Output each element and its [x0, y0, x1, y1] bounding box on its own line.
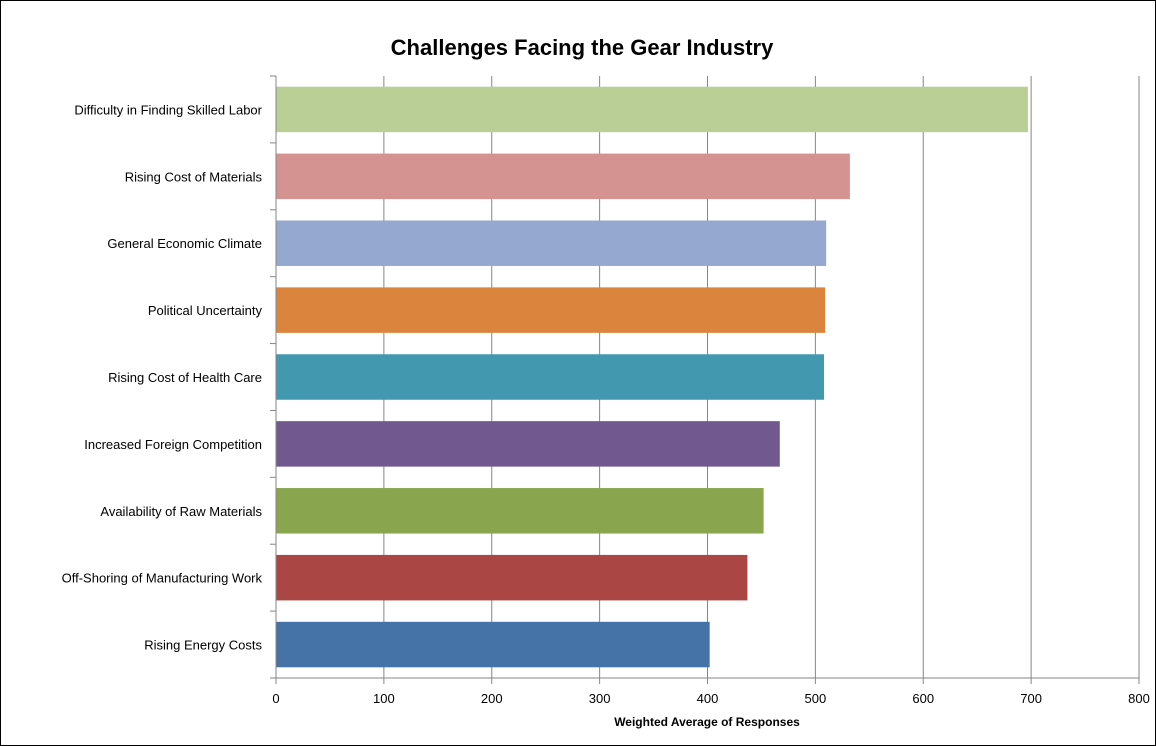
- x-tick-label: 100: [373, 691, 395, 706]
- x-tick-label: 0: [272, 691, 279, 706]
- bars: [276, 86, 1028, 668]
- x-axis: 0 100 200 300 400 500 600 700 800: [270, 75, 1150, 706]
- bar: [276, 86, 1028, 133]
- category-label: Rising Cost of Materials: [125, 169, 263, 184]
- bar: [276, 621, 710, 668]
- x-tick-label: 600: [912, 691, 934, 706]
- chart-title: Challenges Facing the Gear Industry: [391, 35, 774, 60]
- bar: [276, 287, 826, 333]
- category-label: Availability of Raw Materials: [100, 504, 262, 519]
- bar: [276, 421, 780, 467]
- bar: [276, 554, 748, 601]
- category-label: General Economic Climate: [107, 236, 262, 251]
- x-tick-label: 300: [589, 691, 611, 706]
- bar: [276, 220, 827, 266]
- x-tick-label: 200: [481, 691, 503, 706]
- x-axis-title: Weighted Average of Responses: [614, 715, 800, 729]
- category-label: Rising Energy Costs: [144, 638, 262, 653]
- category-labels: Difficulty in Finding Skilled Labor Risin…: [62, 102, 263, 652]
- x-tick-label: 500: [805, 691, 827, 706]
- x-tick-label: 400: [697, 691, 719, 706]
- bar: [276, 354, 825, 400]
- x-tick-label: 700: [1020, 691, 1042, 706]
- category-label: Increased Foreign Competition: [84, 437, 262, 452]
- x-tick-label: 800: [1128, 691, 1150, 706]
- bar: [276, 488, 764, 534]
- bar: [276, 153, 850, 200]
- category-label: Political Uncertainty: [148, 303, 263, 318]
- category-label: Off-Shoring of Manufacturing Work: [62, 571, 263, 586]
- category-label: Difficulty in Finding Skilled Labor: [74, 102, 262, 117]
- category-label: Rising Cost of Health Care: [108, 370, 262, 385]
